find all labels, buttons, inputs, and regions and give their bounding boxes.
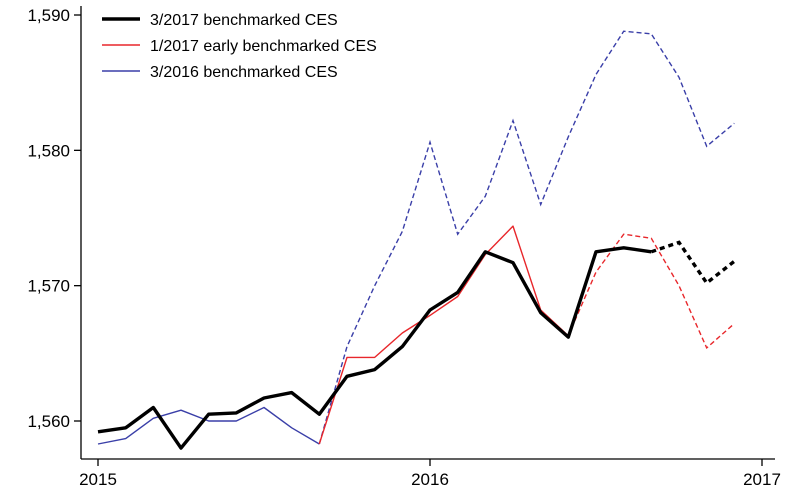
series-1 [97,240,736,450]
x-tick-label: 2015 [79,470,117,489]
legend: 3/2017 benchmarked CES 1/2017 early bench… [102,12,377,81]
series-2 [318,225,735,445]
y-tick-label: 1,570 [27,277,70,296]
y-ticks: 1,560 1,570 1,580 1,590 [27,6,81,431]
legend-label: 3/2017 benchmarked CES [150,12,338,29]
x-tick-label: 2017 [743,470,781,489]
series-line-dashed [318,30,735,445]
legend-label: 1/2017 early benchmarked CES [150,38,377,55]
series-line-solid [318,225,569,445]
legend-label: 3/2016 benchmarked CES [150,64,338,81]
y-tick-label: 1,580 [27,141,70,160]
series-layer [97,30,736,450]
y-tick-label: 1,560 [27,412,70,431]
y-tick-label: 1,590 [27,6,70,25]
x-tick-label: 2016 [411,470,449,489]
x-ticks: 2015 2016 2017 [79,459,781,489]
axes [80,6,775,460]
series-3 [97,30,735,445]
series-line-solid [97,246,652,450]
series-line-dashed [650,240,736,286]
